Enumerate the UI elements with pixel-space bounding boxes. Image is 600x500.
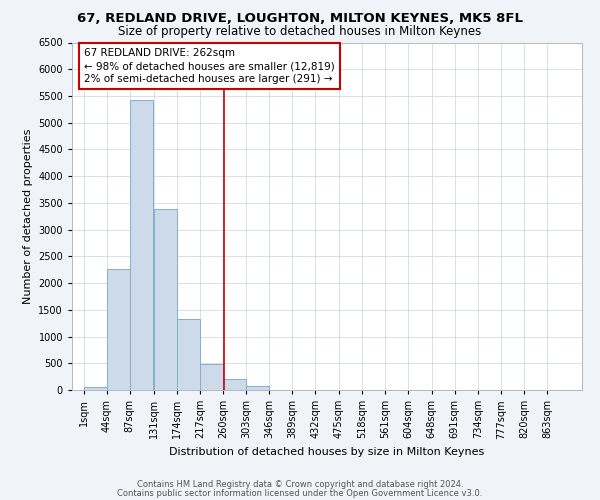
Text: 67, REDLAND DRIVE, LOUGHTON, MILTON KEYNES, MK5 8FL: 67, REDLAND DRIVE, LOUGHTON, MILTON KEYN… — [77, 12, 523, 26]
Bar — [246, 386, 269, 390]
Bar — [223, 380, 246, 390]
Text: Size of property relative to detached houses in Milton Keynes: Size of property relative to detached ho… — [118, 25, 482, 38]
Y-axis label: Number of detached properties: Number of detached properties — [23, 128, 32, 304]
Bar — [154, 210, 176, 390]
Bar — [107, 268, 130, 390]
Bar — [83, 388, 107, 390]
Bar — [130, 100, 153, 390]
Bar — [200, 364, 223, 390]
Text: Contains public sector information licensed under the Open Government Licence v3: Contains public sector information licen… — [118, 488, 482, 498]
Text: Contains HM Land Registry data © Crown copyright and database right 2024.: Contains HM Land Registry data © Crown c… — [137, 480, 463, 489]
X-axis label: Distribution of detached houses by size in Milton Keynes: Distribution of detached houses by size … — [169, 447, 485, 457]
Text: 67 REDLAND DRIVE: 262sqm
← 98% of detached houses are smaller (12,819)
2% of sem: 67 REDLAND DRIVE: 262sqm ← 98% of detach… — [84, 48, 335, 84]
Bar — [177, 320, 200, 390]
